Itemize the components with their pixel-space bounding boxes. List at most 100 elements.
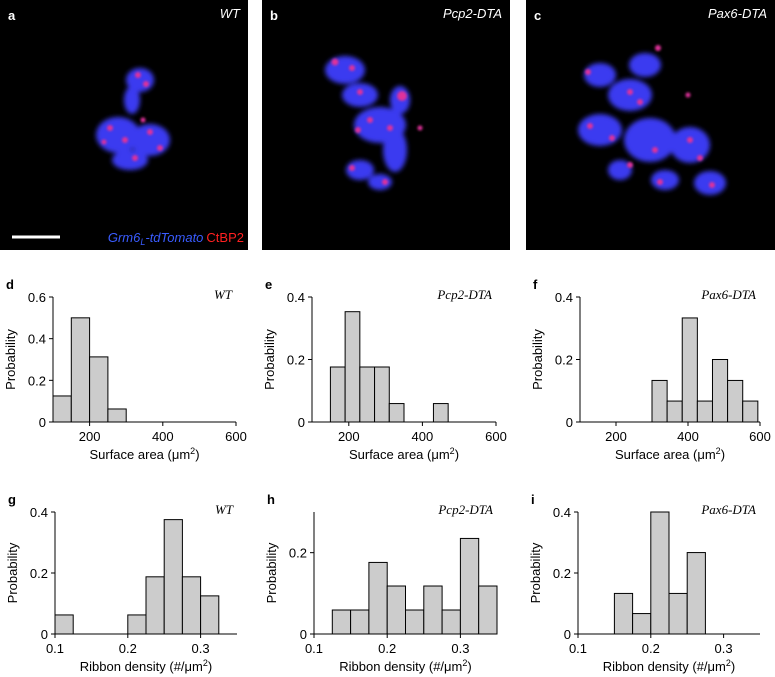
image-label: WT: [220, 6, 241, 21]
bar: [70, 317, 91, 423]
y-tick-label: 0.4: [553, 505, 571, 520]
panel-letter: f: [533, 277, 538, 292]
y-tick-label: 0.2: [287, 353, 305, 368]
bar: [54, 614, 74, 635]
x-tick-label: 400: [412, 429, 434, 444]
bar: [163, 519, 183, 635]
genotype-label: Pcp2-DTA: [437, 502, 493, 517]
y-tick-label: 0.2: [28, 373, 46, 388]
y-tick-label: 0.4: [287, 290, 305, 305]
x-axis-label-text: Ribbon density (#/μm: [339, 659, 462, 674]
bar: [711, 359, 729, 423]
bar: [432, 403, 449, 423]
image-label: Pax6-DTA: [708, 6, 767, 21]
panel-letter: b: [270, 8, 278, 23]
x-tick-label: 400: [677, 429, 699, 444]
y-tick-label: 0.2: [289, 546, 307, 561]
x-axis-label-text: Ribbon density (#/μm: [80, 659, 203, 674]
bar: [89, 356, 109, 423]
y-tick-label: 0: [41, 627, 48, 642]
genotype-label: WT: [214, 287, 233, 302]
x-axis-label-end: ): [195, 447, 199, 462]
bar: [681, 317, 698, 423]
y-tick-label: 0.6: [28, 290, 46, 305]
bar: [107, 408, 127, 423]
x-tick-label: 0.1: [569, 641, 587, 656]
x-axis-label-end: ): [455, 447, 459, 462]
x-axis-label-sup: 2: [726, 658, 731, 668]
bar: [350, 609, 370, 635]
x-tick-label: 600: [749, 429, 771, 444]
bar: [52, 395, 72, 423]
panel-letter: a: [8, 8, 16, 23]
x-tick-label: 200: [338, 429, 360, 444]
x-axis-label-sup: 2: [462, 658, 467, 668]
genotype-label: Pax6-DTA: [700, 502, 756, 517]
genotype-label: Pcp2-DTA: [436, 287, 492, 302]
stain-reporter-sub: L: [140, 237, 145, 247]
stain-ribbon: CtBP2: [206, 230, 244, 245]
bar: [423, 585, 443, 635]
y-axis-label: Probability: [530, 329, 545, 390]
x-tick-label: 0.2: [119, 641, 137, 656]
x-axis-label-sup: 2: [203, 658, 208, 668]
x-axis-label-text: Surface area (μm: [349, 447, 450, 462]
x-axis-label-sup: 2: [190, 446, 195, 456]
bar: [359, 366, 376, 423]
image-panel: [526, 0, 775, 250]
x-tick-label: 0.2: [378, 641, 396, 656]
x-tick-label: 200: [79, 429, 101, 444]
panel-letter: e: [265, 277, 272, 292]
bar: [441, 609, 461, 635]
panel-letter: d: [6, 277, 14, 292]
x-axis-label-text: Surface area (μm: [89, 447, 190, 462]
x-axis-label-sup: 2: [716, 446, 721, 456]
panel-letter: h: [267, 492, 275, 507]
genotype-label: Pax6-DTA: [700, 287, 756, 302]
x-tick-label: 0.3: [715, 641, 733, 656]
y-tick-label: 0: [566, 415, 573, 430]
x-axis-label-end: ): [721, 447, 725, 462]
bar: [666, 400, 683, 423]
x-axis-label-end: ): [467, 659, 471, 674]
bar: [374, 366, 390, 423]
y-tick-label: 0: [564, 627, 571, 642]
x-axis-label: Ribbon density (#/μm2): [339, 658, 471, 674]
y-tick-label: 0.4: [555, 290, 573, 305]
panel-letter: i: [531, 492, 535, 507]
x-tick-label: 0.1: [46, 641, 64, 656]
bar: [459, 537, 480, 635]
stain-reporter-end: -tdTomato: [145, 230, 203, 245]
x-tick-label: 600: [485, 429, 507, 444]
bar: [668, 592, 688, 635]
x-tick-label: 200: [605, 429, 627, 444]
bar: [650, 511, 670, 635]
bar: [613, 592, 634, 635]
stain-label: Grm6L-tdTomato CtBP2: [108, 230, 244, 247]
bar: [696, 400, 713, 423]
x-tick-label: 0.1: [305, 641, 323, 656]
x-axis-label-text: Ribbon density (#/μm: [603, 659, 726, 674]
bar: [181, 576, 202, 635]
x-tick-label: 0.2: [642, 641, 660, 656]
y-tick-label: 0: [300, 627, 307, 642]
y-axis-label: Probability: [3, 329, 18, 390]
y-axis-label: Probability: [262, 329, 277, 390]
x-axis-label-end: ): [208, 659, 212, 674]
x-axis-label: Surface area (μm2): [349, 446, 459, 462]
image-label: Pcp2-DTA: [443, 6, 502, 21]
y-tick-label: 0: [39, 415, 46, 430]
x-axis-label: Surface area (μm2): [615, 446, 725, 462]
panel-letter: g: [8, 492, 16, 507]
bar: [405, 609, 425, 635]
x-axis-label: Ribbon density (#/μm2): [80, 658, 212, 674]
bar: [145, 576, 165, 635]
bar: [478, 585, 498, 635]
bar: [742, 400, 759, 423]
bar: [331, 609, 352, 635]
x-axis-label: Surface area (μm2): [89, 446, 199, 462]
y-axis-label: Probability: [264, 542, 279, 603]
y-axis-label: Probability: [5, 542, 20, 603]
y-tick-label: 0.2: [555, 353, 573, 368]
